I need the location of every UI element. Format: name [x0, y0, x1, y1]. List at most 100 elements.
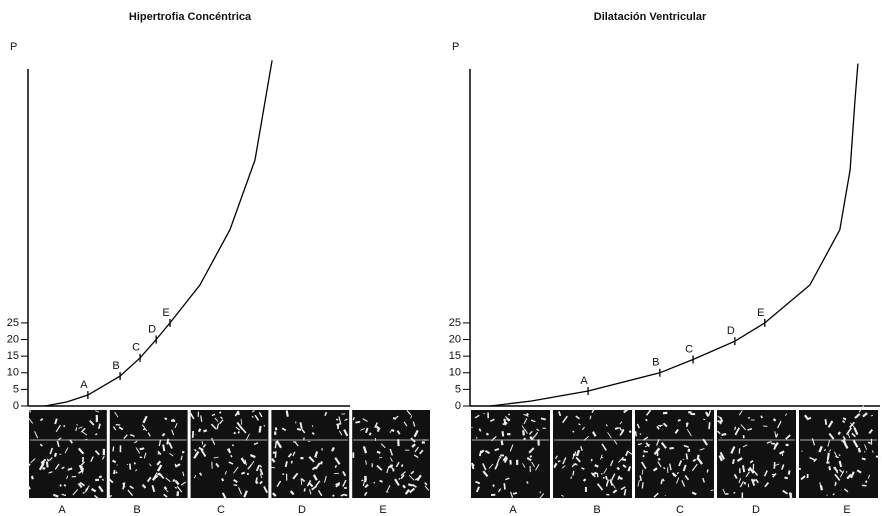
- doppler-speckle: [39, 443, 43, 447]
- doppler-image: [799, 410, 878, 498]
- doppler-speckle: [363, 491, 368, 497]
- doppler-speckle: [147, 432, 151, 437]
- doppler-speckle: [236, 410, 240, 416]
- doppler-speckle: [828, 466, 832, 471]
- doppler-speckle: [402, 484, 406, 489]
- curve: [490, 63, 859, 407]
- doppler-speckle: [691, 463, 698, 472]
- doppler-speckle: [601, 443, 607, 451]
- doppler-speckle: [733, 474, 738, 480]
- doppler-speckle: [589, 415, 592, 420]
- doppler-speckle: [365, 460, 367, 465]
- doppler-speckle: [692, 458, 697, 463]
- doppler-speckle: [853, 427, 859, 436]
- doppler-speckle: [289, 490, 295, 496]
- doppler-speckle: [702, 477, 705, 483]
- doppler-speckle: [747, 427, 753, 431]
- doppler-speckle: [862, 412, 868, 418]
- doppler-speckle: [529, 436, 534, 441]
- doppler-speckle: [740, 424, 746, 431]
- doppler-speckle: [240, 457, 247, 465]
- doppler-speckle: [218, 411, 222, 414]
- doppler-speckle: [244, 459, 247, 466]
- image-label: C: [676, 504, 684, 516]
- doppler-speckle: [180, 455, 183, 461]
- doppler-speckle: [807, 416, 812, 420]
- doppler-speckle: [199, 472, 203, 476]
- doppler-speckle: [413, 429, 419, 438]
- doppler-speckle: [224, 471, 227, 475]
- doppler-speckle: [219, 419, 224, 425]
- doppler-speckle: [301, 428, 306, 434]
- doppler-speckle: [538, 493, 545, 500]
- doppler-speckle: [662, 478, 665, 482]
- doppler-speckle: [602, 476, 605, 479]
- doppler-speckle: [838, 454, 841, 457]
- doppler-speckle: [764, 481, 770, 488]
- doppler-speckle: [505, 415, 510, 422]
- doppler-speckle: [78, 426, 83, 429]
- doppler-speckle: [324, 475, 327, 483]
- y-tick-label: 0: [13, 400, 19, 412]
- doppler-speckle: [378, 456, 383, 459]
- doppler-speckle: [717, 430, 721, 435]
- doppler-speckle: [424, 485, 430, 491]
- doppler-speckle: [530, 419, 536, 423]
- doppler-image: [471, 410, 550, 498]
- doppler-speckle: [683, 444, 689, 448]
- doppler-speckle: [368, 432, 372, 436]
- doppler-speckle: [112, 469, 116, 475]
- doppler-speckle: [706, 469, 709, 473]
- doppler-speckle: [704, 411, 710, 417]
- doppler-speckle: [835, 455, 839, 459]
- doppler-speckle: [540, 417, 546, 421]
- doppler-speckle: [609, 460, 614, 467]
- doppler-speckle: [101, 478, 104, 481]
- point-label: A: [80, 379, 88, 391]
- doppler-speckle: [296, 427, 302, 431]
- doppler-speckle: [555, 455, 558, 460]
- doppler-speckle: [139, 447, 145, 451]
- doppler-speckle: [535, 464, 540, 471]
- doppler-speckle: [678, 460, 683, 467]
- doppler-speckle: [142, 428, 146, 431]
- doppler-speckle: [172, 479, 176, 482]
- doppler-speckle: [509, 491, 514, 498]
- doppler-speckle: [867, 441, 872, 445]
- doppler-speckle: [864, 444, 867, 450]
- doppler-speckle: [314, 462, 321, 470]
- doppler-speckle: [311, 431, 315, 435]
- doppler-speckle: [335, 483, 341, 488]
- doppler-speckle: [718, 455, 723, 462]
- point-label: D: [727, 325, 735, 337]
- doppler-speckle: [211, 437, 216, 446]
- doppler-speckle: [392, 417, 397, 420]
- doppler-speckle: [785, 413, 788, 416]
- doppler-speckle: [79, 481, 86, 487]
- doppler-speckle: [480, 449, 485, 454]
- doppler-speckle: [502, 455, 508, 462]
- doppler-speckle: [562, 415, 568, 424]
- point-label: E: [757, 307, 764, 319]
- doppler-speckle: [271, 458, 276, 463]
- doppler-speckle: [526, 457, 532, 462]
- doppler-speckle: [475, 480, 481, 485]
- doppler-speckle: [640, 461, 647, 470]
- doppler-speckle: [376, 450, 381, 454]
- doppler-speckle: [385, 491, 389, 493]
- doppler-speckle: [522, 430, 525, 436]
- doppler-speckle: [609, 479, 614, 486]
- doppler-speckle: [115, 471, 118, 474]
- doppler-speckle: [45, 461, 49, 468]
- doppler-speckle: [81, 431, 88, 436]
- doppler-speckle: [605, 424, 608, 427]
- doppler-speckle: [795, 467, 802, 471]
- image-label: B: [133, 504, 140, 516]
- doppler-speckle: [575, 449, 581, 457]
- doppler-speckle: [572, 470, 575, 476]
- doppler-speckle: [846, 473, 852, 480]
- doppler-speckle: [34, 431, 39, 439]
- doppler-speckle: [734, 426, 737, 431]
- doppler-speckle: [258, 411, 263, 418]
- doppler-speckle: [708, 422, 711, 430]
